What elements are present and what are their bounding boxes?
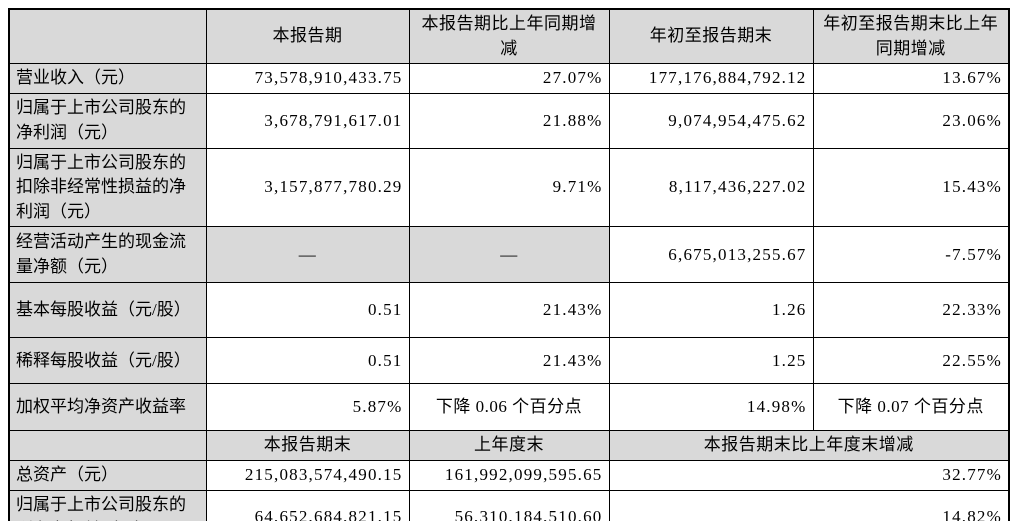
cell-yoy-change: 21.43% bbox=[408, 337, 610, 385]
cell-ytd-yoy-change-text: 下降 0.07 个百分点 bbox=[812, 383, 1010, 432]
table-header-row-2: 本报告期末 上年度末 本报告期末比上年度末增减 bbox=[8, 430, 1010, 462]
cell-period-end-change: 14.82% bbox=[608, 490, 1010, 521]
header2-blank-cell bbox=[8, 430, 207, 462]
table-row-total-assets: 总资产（元） 215,083,574,490.15 161,992,099,59… bbox=[8, 460, 1010, 492]
table-row-net-profit: 归属于上市公司股东的净利润（元） 3,678,791,617.01 21.88%… bbox=[8, 93, 1010, 149]
table-row-revenue: 营业收入（元） 73,578,910,433.75 27.07% 177,176… bbox=[8, 63, 1010, 95]
cell-yoy-change: 21.88% bbox=[408, 93, 610, 149]
cell-ytd-yoy-change: -7.57% bbox=[812, 226, 1010, 284]
header-yoy-change: 本报告期比上年同期增减 bbox=[408, 8, 610, 65]
header-ytd: 年初至报告期末 bbox=[608, 8, 814, 65]
cell-current-period: 0.51 bbox=[205, 337, 410, 385]
table-row-operating-cash-flow: 经营活动产生的现金流量净额（元） — — 6,675,013,255.67 -7… bbox=[8, 226, 1010, 284]
row-label: 归属于上市公司股东的扣除非经常性损益的净利润（元） bbox=[8, 147, 207, 228]
cell-yoy-change: 27.07% bbox=[408, 63, 610, 95]
table-row-basic-eps: 基本每股收益（元/股） 0.51 21.43% 1.26 22.33% bbox=[8, 282, 1010, 339]
header-current-period: 本报告期 bbox=[205, 8, 410, 65]
cell-current-period: 73,578,910,433.75 bbox=[205, 63, 410, 95]
cell-current-period: 0.51 bbox=[205, 282, 410, 339]
cell-end-of-prior-year: 56,310,184,510.60 bbox=[408, 490, 610, 521]
cell-ytd: 9,074,954,475.62 bbox=[608, 93, 814, 149]
cell-ytd-yoy-change: 22.33% bbox=[812, 282, 1010, 339]
cell-ytd: 14.98% bbox=[608, 383, 814, 432]
header2-end-of-prior-year: 上年度末 bbox=[408, 430, 610, 462]
cell-yoy-change-text: 下降 0.06 个百分点 bbox=[408, 383, 610, 432]
row-label: 加权平均净资产收益率 bbox=[8, 383, 207, 432]
cell-ytd-yoy-change: 15.43% bbox=[812, 147, 1010, 228]
header-ytd-yoy-change: 年初至报告期末比上年同期增减 bbox=[812, 8, 1010, 65]
cell-period-end-change: 32.77% bbox=[608, 460, 1010, 492]
cell-yoy-change: 21.43% bbox=[408, 282, 610, 339]
header2-end-of-period: 本报告期末 bbox=[205, 430, 410, 462]
row-label: 稀释每股收益（元/股） bbox=[8, 337, 207, 385]
table-row-owners-equity: 归属于上市公司股东的所有者权益（元） 64,652,684,821.15 56,… bbox=[8, 490, 1010, 521]
cell-current-period-dash: — bbox=[205, 226, 410, 284]
cell-ytd: 177,176,884,792.12 bbox=[608, 63, 814, 95]
table-row-deducted-net-profit: 归属于上市公司股东的扣除非经常性损益的净利润（元） 3,157,877,780.… bbox=[8, 147, 1010, 228]
cell-ytd: 1.25 bbox=[608, 337, 814, 385]
cell-yoy-change: 9.71% bbox=[408, 147, 610, 228]
header-blank-cell bbox=[8, 8, 207, 65]
table-row-weighted-avg-roe: 加权平均净资产收益率 5.87% 下降 0.06 个百分点 14.98% 下降 … bbox=[8, 383, 1010, 432]
header2-period-end-change: 本报告期末比上年度末增减 bbox=[608, 430, 1010, 462]
cell-ytd: 1.26 bbox=[608, 282, 814, 339]
row-label: 经营活动产生的现金流量净额（元） bbox=[8, 226, 207, 284]
cell-current-period: 5.87% bbox=[205, 383, 410, 432]
row-label: 总资产（元） bbox=[8, 460, 207, 492]
cell-ytd-yoy-change: 13.67% bbox=[812, 63, 1010, 95]
cell-ytd: 8,117,436,227.02 bbox=[608, 147, 814, 228]
cell-end-of-period: 215,083,574,490.15 bbox=[205, 460, 410, 492]
cell-end-of-period: 64,652,684,821.15 bbox=[205, 490, 410, 521]
cell-ytd-yoy-change: 22.55% bbox=[812, 337, 1010, 385]
row-label: 归属于上市公司股东的净利润（元） bbox=[8, 93, 207, 149]
cell-ytd-yoy-change: 23.06% bbox=[812, 93, 1010, 149]
cell-current-period: 3,157,877,780.29 bbox=[205, 147, 410, 228]
table-row-diluted-eps: 稀释每股收益（元/股） 0.51 21.43% 1.25 22.55% bbox=[8, 337, 1010, 385]
cell-end-of-prior-year: 161,992,099,595.65 bbox=[408, 460, 610, 492]
row-label: 基本每股收益（元/股） bbox=[8, 282, 207, 339]
cell-yoy-change-dash: — bbox=[408, 226, 610, 284]
cell-current-period: 3,678,791,617.01 bbox=[205, 93, 410, 149]
row-label: 归属于上市公司股东的所有者权益（元） bbox=[8, 490, 207, 521]
row-label: 营业收入（元） bbox=[8, 63, 207, 95]
table-header-row-1: 本报告期 本报告期比上年同期增减 年初至报告期末 年初至报告期末比上年同期增减 bbox=[8, 8, 1010, 65]
financial-summary-table: 本报告期 本报告期比上年同期增减 年初至报告期末 年初至报告期末比上年同期增减 … bbox=[8, 8, 1010, 521]
cell-ytd: 6,675,013,255.67 bbox=[608, 226, 814, 284]
